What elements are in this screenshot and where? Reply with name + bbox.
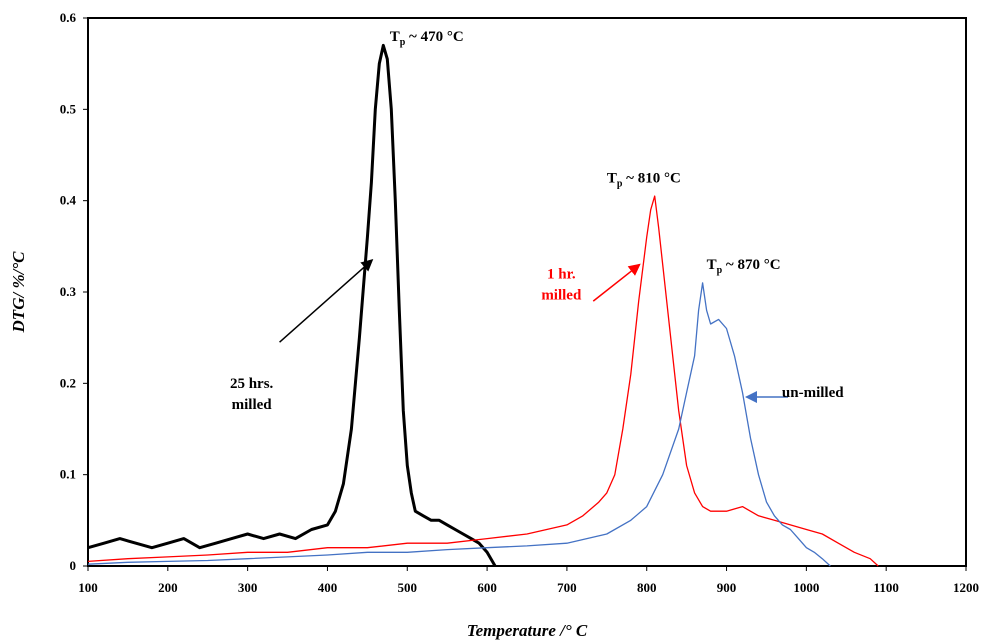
x-tick-label: 400 (318, 580, 338, 595)
x-tick-label: 700 (557, 580, 577, 595)
annotation-label-25hrs: 25 hrs. milled (230, 376, 274, 413)
y-tick-label: 0.3 (60, 284, 77, 299)
x-tick-label: 300 (238, 580, 258, 595)
x-tick-label: 500 (398, 580, 418, 595)
x-tick-label: 1100 (874, 580, 899, 595)
x-tick-label: 800 (637, 580, 657, 595)
y-tick-label: 0.2 (60, 375, 76, 390)
x-tick-label: 100 (78, 580, 98, 595)
annotation-peak-470: Tp ~ 470 °C (390, 29, 464, 48)
series-line-1hr (87, 195, 879, 567)
annotation-arrow-1 (279, 259, 374, 343)
series-line-unmilled (87, 282, 831, 567)
x-tick-label: 1200 (953, 580, 979, 595)
series-layer (87, 43, 879, 567)
x-axis-title: Temperature /° C (467, 621, 588, 640)
y-tick-label: 0.1 (60, 467, 76, 482)
x-tick-label: 900 (717, 580, 737, 595)
annotation-peak-810: Tp ~ 810 °C (607, 170, 681, 189)
x-tick-label: 200 (158, 580, 178, 595)
plot-area (87, 17, 967, 567)
annotation-layer: Tp ~ 470 °C Tp ~ 810 °C Tp ~ 870 °C 25 hrs.… (230, 29, 844, 413)
y-axis-title: DTG/ %/°C (9, 251, 28, 334)
y-tick-label: 0 (70, 558, 77, 573)
annotation-label-unmilled: un-milled (782, 385, 844, 401)
x-axis-ticks: 100 200 300 400 500 600 700 800 900 1000 1100 1200 (78, 566, 979, 595)
series-line-25hrs (87, 43, 497, 567)
x-tick-label: 600 (477, 580, 497, 595)
y-tick-label: 0.4 (60, 193, 77, 208)
x-tick-label: 1000 (793, 580, 819, 595)
annotation-label-1hr: 1 hr. milled (541, 266, 582, 303)
arrow-layer (279, 259, 789, 404)
annotation-peak-870: Tp ~ 870 °C (707, 257, 781, 276)
y-tick-label: 0.6 (60, 10, 77, 25)
y-tick-label: 0.5 (60, 101, 77, 116)
annotation-arrow-2 (592, 263, 641, 302)
y-axis-ticks: 0 0.1 0.2 0.3 0.4 0.5 0.6 (60, 10, 88, 573)
